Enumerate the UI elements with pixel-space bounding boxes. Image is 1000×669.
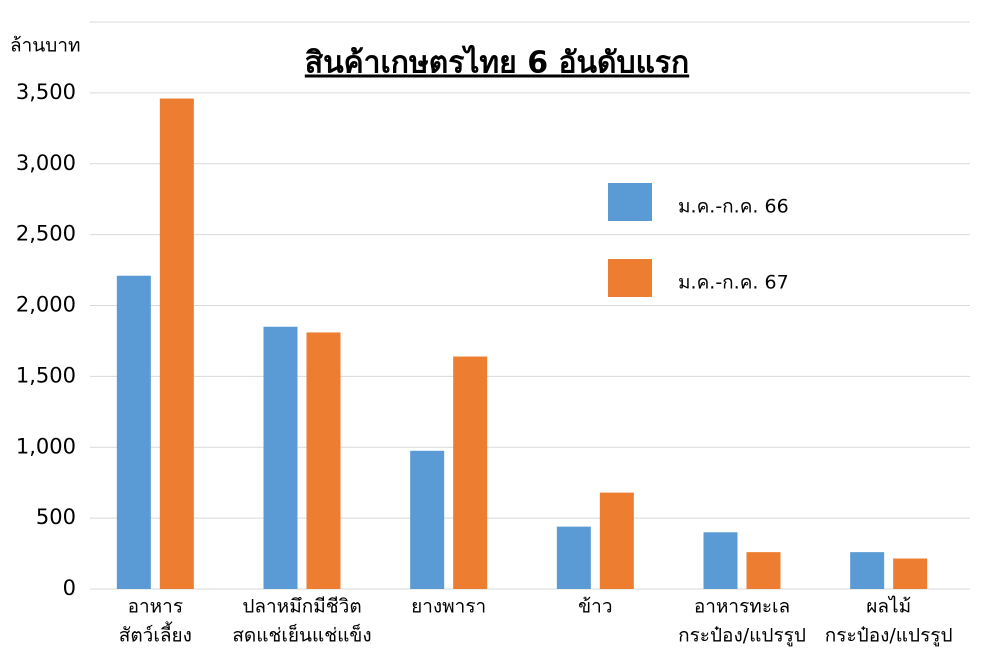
x-tick-label: อาหาร xyxy=(128,596,183,618)
bar xyxy=(556,526,591,589)
bar xyxy=(263,326,298,589)
bar xyxy=(116,275,151,589)
bar xyxy=(306,332,341,589)
legend-label: ม.ค.-ก.ค. 66 xyxy=(678,196,789,218)
bar xyxy=(850,552,885,589)
x-tick-label: กระป๋อง/แปรรูป xyxy=(825,625,953,647)
x-tick-label: สัตว์เลี้ยง xyxy=(119,622,192,647)
bar xyxy=(453,356,488,589)
bar xyxy=(599,492,634,589)
x-tick-label: กระป๋อง/แปรรูป xyxy=(678,625,806,647)
x-tick-label: ผลไม้ xyxy=(866,596,911,618)
legend-swatch xyxy=(608,183,652,221)
x-tick-label: ข้าว xyxy=(578,596,612,618)
x-tick-label: ยางพารา xyxy=(411,596,486,618)
y-tick-label: 0 xyxy=(63,576,76,600)
legend-swatch xyxy=(608,259,652,297)
chart-title: สินค้าเกษตรไทย 6 อันดับแรก xyxy=(305,45,689,81)
x-tick-label: ปลาหมึกมีชีวิต xyxy=(242,596,361,618)
y-tick-label: 2,000 xyxy=(16,293,76,317)
bar xyxy=(410,450,445,589)
y-tick-label: 2,500 xyxy=(16,222,76,246)
bar xyxy=(893,558,928,589)
x-tick-label: อาหารทะเล xyxy=(694,596,790,618)
bar xyxy=(159,98,194,590)
y-tick-label: 3,000 xyxy=(16,151,76,175)
y-axis-label: ล้านบาท xyxy=(10,35,81,57)
y-tick-label: 1,500 xyxy=(16,363,76,387)
legend-label: ม.ค.-ก.ค. 67 xyxy=(678,272,789,294)
y-tick-label: 500 xyxy=(36,505,76,529)
y-tick-label: 3,500 xyxy=(16,80,76,104)
x-tick-label: สดแช่เย็นแช่แข็ง xyxy=(232,623,371,647)
bar xyxy=(703,532,738,589)
bar xyxy=(746,552,781,589)
y-tick-label: 1,000 xyxy=(16,434,76,458)
